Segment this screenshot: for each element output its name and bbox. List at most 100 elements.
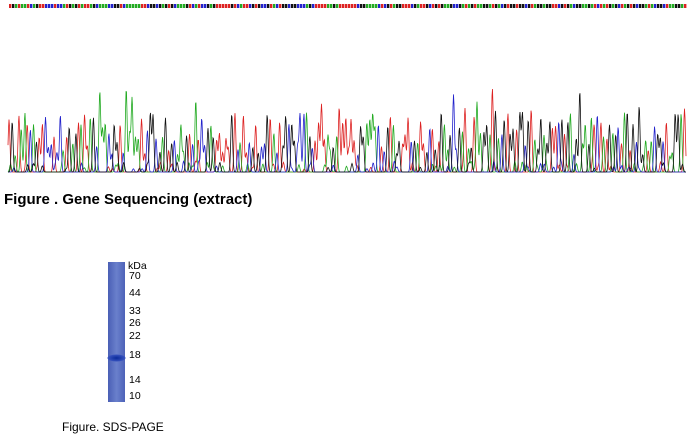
base-letter — [237, 4, 240, 8]
base-letter — [120, 4, 123, 8]
base-letter — [306, 4, 309, 8]
base-letter — [225, 4, 228, 8]
base-letter — [441, 4, 444, 8]
base-letter — [540, 4, 543, 8]
base-letter — [141, 4, 144, 8]
base-letter — [294, 4, 297, 8]
base-letter — [633, 4, 636, 8]
base-letter — [261, 4, 264, 8]
base-letter — [48, 4, 51, 8]
base-letter — [618, 4, 621, 8]
base-letter — [510, 4, 513, 8]
base-letter — [132, 4, 135, 8]
base-letter — [174, 4, 177, 8]
base-letter — [282, 4, 285, 8]
base-letter — [417, 4, 420, 8]
base-letter — [147, 4, 150, 8]
base-letter — [273, 4, 276, 8]
base-letter — [408, 4, 411, 8]
base-letter — [474, 4, 477, 8]
base-letter — [459, 4, 462, 8]
base-letter — [429, 4, 432, 8]
marker-label: 10 — [129, 390, 141, 402]
base-letter — [123, 4, 126, 8]
base-letter — [102, 4, 105, 8]
sequence-letters — [9, 4, 687, 8]
base-letter — [183, 4, 186, 8]
base-letter — [546, 4, 549, 8]
base-letter — [444, 4, 447, 8]
base-letter — [480, 4, 483, 8]
base-letter — [597, 4, 600, 8]
base-letter — [654, 4, 657, 8]
base-letter — [51, 4, 54, 8]
base-letter — [324, 4, 327, 8]
base-letter — [270, 4, 273, 8]
base-letter — [219, 4, 222, 8]
base-letter — [90, 4, 93, 8]
base-letter — [156, 4, 159, 8]
base-letter — [564, 4, 567, 8]
base-letter — [609, 4, 612, 8]
unit-label: kDa — [128, 260, 147, 272]
marker-label: 44 — [129, 287, 141, 299]
base-letter — [27, 4, 30, 8]
base-letter — [525, 4, 528, 8]
base-letter — [195, 4, 198, 8]
base-letter — [63, 4, 66, 8]
base-letter — [66, 4, 69, 8]
base-letter — [168, 4, 171, 8]
base-letter — [348, 4, 351, 8]
marker-label: 26 — [129, 317, 141, 329]
base-letter — [405, 4, 408, 8]
base-letter — [84, 4, 87, 8]
base-letter — [549, 4, 552, 8]
base-letter — [579, 4, 582, 8]
base-letter — [354, 4, 357, 8]
base-letter — [681, 4, 684, 8]
base-letter — [60, 4, 63, 8]
base-letter — [492, 4, 495, 8]
base-letter — [561, 4, 564, 8]
base-letter — [663, 4, 666, 8]
base-letter — [552, 4, 555, 8]
base-letter — [234, 4, 237, 8]
base-letter — [18, 4, 21, 8]
base-letter — [456, 4, 459, 8]
base-letter — [615, 4, 618, 8]
base-letter — [534, 4, 537, 8]
base-letter — [162, 4, 165, 8]
base-letter — [471, 4, 474, 8]
base-letter — [465, 4, 468, 8]
base-letter — [126, 4, 129, 8]
base-letter — [303, 4, 306, 8]
base-letter — [606, 4, 609, 8]
base-letter — [483, 4, 486, 8]
marker-label: 70 — [129, 270, 141, 282]
caption: Figure . Gene Sequencing (extract) — [4, 191, 252, 208]
base-letter — [585, 4, 588, 8]
base-letter — [501, 4, 504, 8]
trace — [7, 88, 687, 173]
base-letter — [30, 4, 33, 8]
base-letter — [171, 4, 174, 8]
base-letter — [333, 4, 336, 8]
base-letter — [129, 4, 132, 8]
base-letter — [309, 4, 312, 8]
marker-label: 18 — [129, 349, 141, 361]
base-letter — [378, 4, 381, 8]
base-letter — [399, 4, 402, 8]
base-letter — [507, 4, 510, 8]
base-letter — [315, 4, 318, 8]
base-letter — [375, 4, 378, 8]
base-letter — [180, 4, 183, 8]
base-letter — [216, 4, 219, 8]
base-letter — [231, 4, 234, 8]
base-letter — [342, 4, 345, 8]
base-letter — [414, 4, 417, 8]
base-letter — [432, 4, 435, 8]
base-letter — [426, 4, 429, 8]
gel-lane — [108, 262, 125, 402]
base-letter — [114, 4, 117, 8]
base-letter — [105, 4, 108, 8]
